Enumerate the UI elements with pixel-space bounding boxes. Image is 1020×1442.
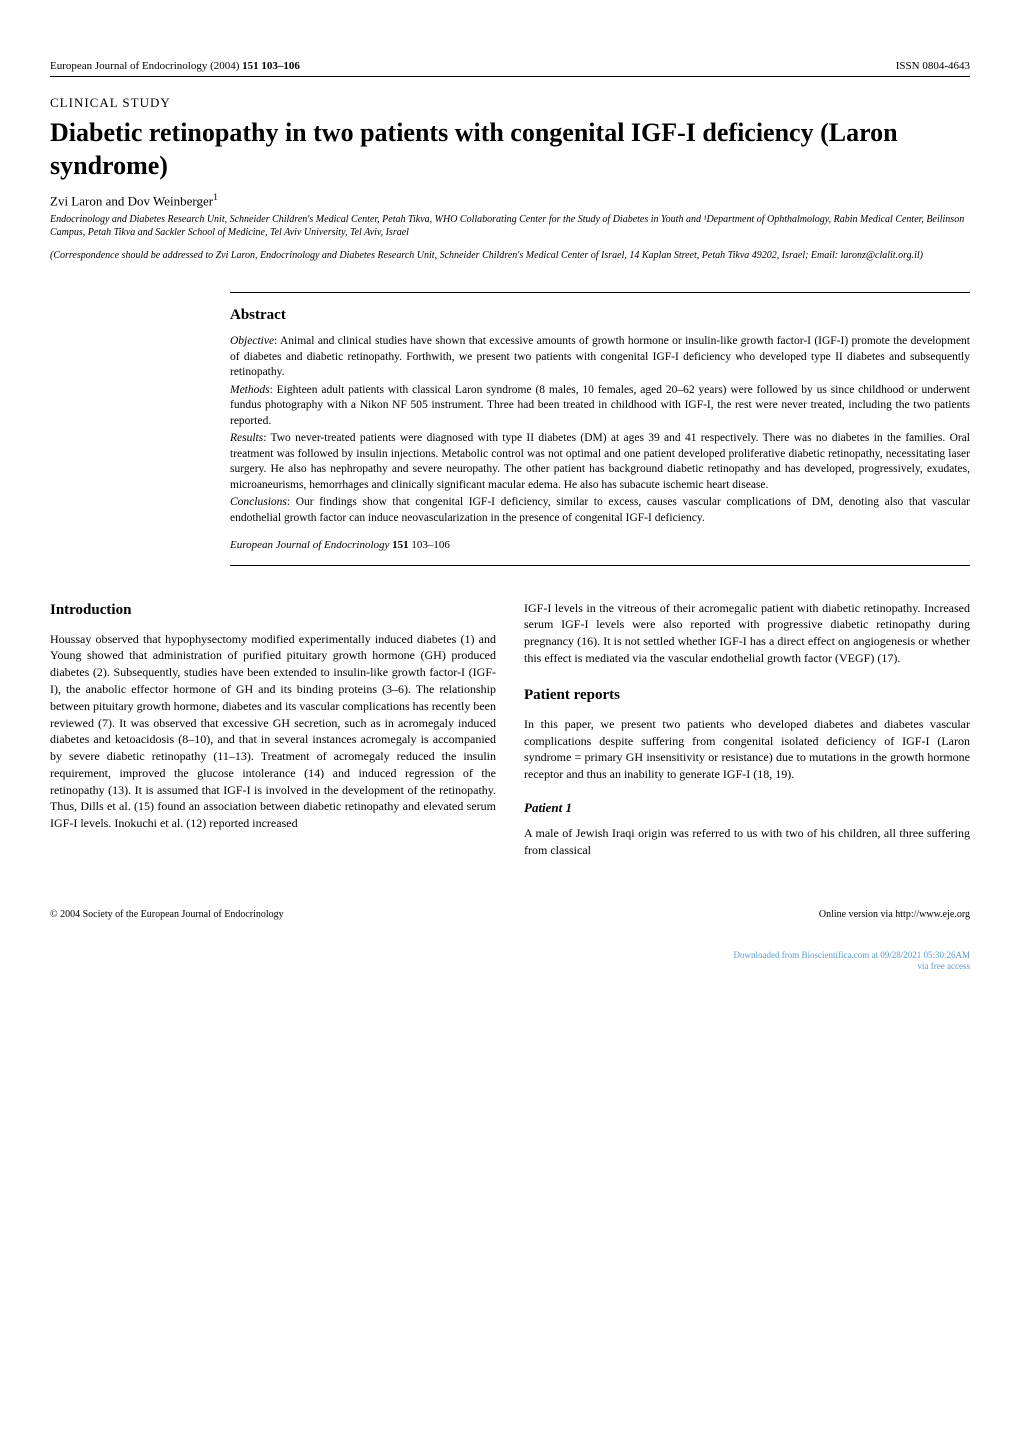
affiliation: Endocrinology and Diabetes Research Unit… bbox=[50, 213, 970, 239]
authors: Zvi Laron and Dov Weinberger1 bbox=[50, 192, 970, 209]
reports-heading: Patient reports bbox=[524, 685, 970, 706]
patient1-heading: Patient 1 bbox=[524, 799, 970, 817]
study-type: CLINICAL STUDY bbox=[50, 95, 970, 111]
intro-text: Houssay observed that hypophysectomy mod… bbox=[50, 631, 496, 833]
abstract-objective: Objective: Animal and clinical studies h… bbox=[230, 334, 970, 381]
left-column: Introduction Houssay observed that hypop… bbox=[50, 600, 496, 859]
header-journal: European Journal of Endocrinology (2004)… bbox=[50, 60, 300, 72]
intro-heading: Introduction bbox=[50, 600, 496, 621]
abstract-citation: European Journal of Endocrinology 151 10… bbox=[230, 539, 970, 551]
header-issn: ISSN 0804-4643 bbox=[896, 60, 970, 72]
reports-text: In this paper, we present two patients w… bbox=[524, 716, 970, 783]
abstract-heading: Abstract bbox=[230, 307, 970, 324]
patient1-text: A male of Jewish Iraqi origin was referr… bbox=[524, 825, 970, 859]
intro-continuation: IGF-I levels in the vitreous of their ac… bbox=[524, 600, 970, 667]
right-column: IGF-I levels in the vitreous of their ac… bbox=[524, 600, 970, 859]
download-watermark: Downloaded from Bioscientifica.com at 09… bbox=[50, 950, 970, 973]
abstract-block: Abstract Objective: Animal and clinical … bbox=[230, 292, 970, 565]
correspondence: (Correspondence should be addressed to Z… bbox=[50, 249, 970, 262]
page-footer: © 2004 Society of the European Journal o… bbox=[50, 909, 970, 920]
article-title: Diabetic retinopathy in two patients wit… bbox=[50, 117, 970, 182]
abstract-conclusions: Conclusions: Our findings show that cong… bbox=[230, 495, 970, 526]
footer-copyright: © 2004 Society of the European Journal o… bbox=[50, 909, 284, 920]
footer-online: Online version via http://www.eje.org bbox=[819, 909, 970, 920]
body-columns: Introduction Houssay observed that hypop… bbox=[50, 600, 970, 859]
abstract-methods: Methods: Eighteen adult patients with cl… bbox=[230, 383, 970, 430]
abstract-results: Results: Two never-treated patients were… bbox=[230, 431, 970, 493]
running-header: European Journal of Endocrinology (2004)… bbox=[50, 60, 970, 77]
